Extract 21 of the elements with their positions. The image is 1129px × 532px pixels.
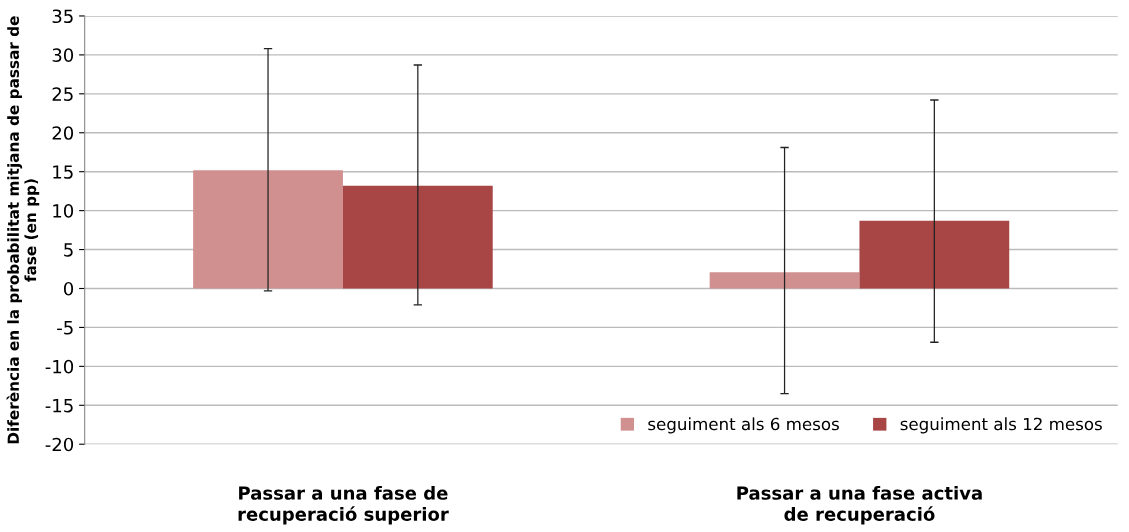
x-tick-label: Passar a una fase de recuperació superior (238, 485, 449, 525)
y-tick-label: 35 (52, 9, 73, 24)
legend-label: seguiment als 6 mesos (648, 417, 839, 434)
y-tick-label: 10 (53, 204, 74, 218)
y-tick-label: 25 (52, 87, 73, 101)
y-tick-label: 20 (52, 126, 74, 140)
y-tick-label: -5 (57, 321, 73, 335)
bar (193, 170, 343, 289)
y-tick-label: 5 (64, 243, 73, 257)
x-tick-label: Passar a una fase activa de recuperació (737, 485, 982, 525)
y-tick-label: 0 (63, 281, 74, 296)
y-tick-label: 30 (52, 48, 74, 63)
bar (709, 272, 860, 289)
y-tick-label: -10 (45, 359, 74, 374)
legend-label: seguiment als 12 mesos (900, 417, 1102, 434)
bar (342, 185, 493, 289)
y-tick-label: -20 (45, 437, 74, 452)
bar (859, 220, 1010, 289)
y-axis-title: Diferència en la probabilitat mitjana de passar de fase (en pp) (6, 16, 40, 444)
y-tick-label: 15 (53, 165, 73, 179)
y-tick-label: -15 (45, 398, 73, 413)
